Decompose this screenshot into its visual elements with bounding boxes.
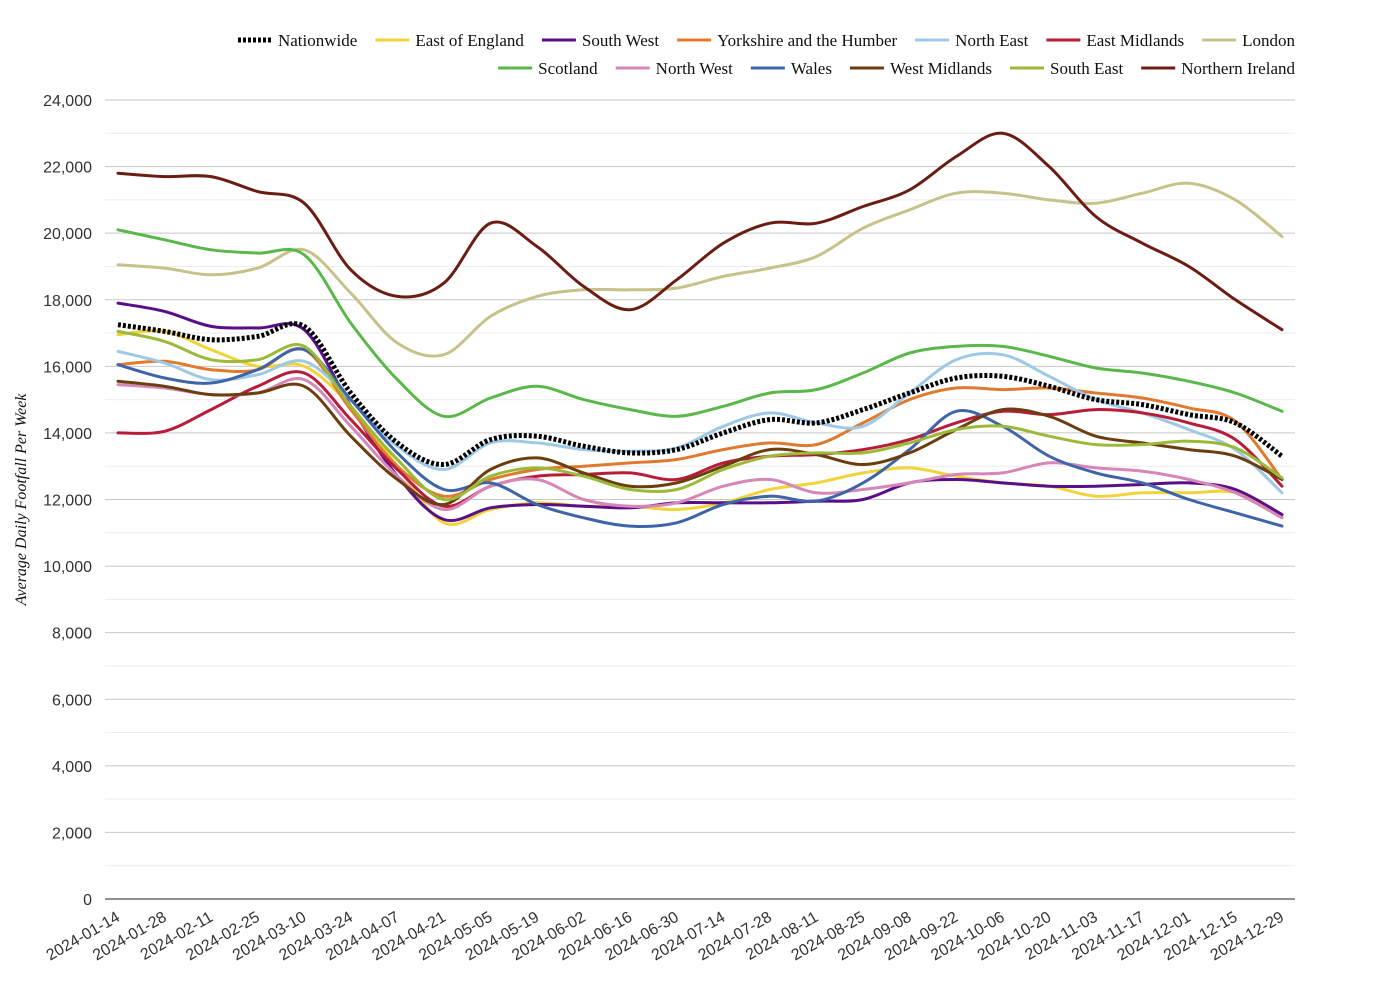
chart-series-lines [116,131,1284,528]
x-axis-ticks: 2024-01-142024-01-282024-02-112024-02-25… [44,909,1287,965]
y-tick-label: 10,000 [43,559,92,576]
chart-gridlines [105,99,1295,867]
legend-item-north-west: North West [615,59,733,78]
y-axis-title: Average Daily Footfall Per Week [13,393,30,607]
legend-label: East of England [415,31,524,50]
legend-label: Wales [791,59,832,78]
legend-item-nationwide: Nationwide [237,31,357,50]
y-tick-label: 20,000 [43,226,92,243]
legend-item-west-midlands: West Midlands [849,59,992,78]
legend-label: South West [582,31,659,50]
legend-item-scotland: Scotland [498,59,598,78]
legend-label: North West [656,59,733,78]
legend-label: London [1242,31,1295,50]
legend-label: North East [955,31,1028,50]
y-tick-label: 6,000 [52,692,92,709]
y-tick-label: 8,000 [52,626,92,643]
legend-item-wales: Wales [750,59,832,78]
y-tick-label: 12,000 [43,493,92,510]
series-line-south-east [116,329,1284,502]
y-tick-label: 22,000 [43,160,92,177]
legend-item-london: London [1202,31,1295,50]
series-line-london [116,181,1284,358]
legend-label: West Midlands [890,59,992,78]
series-line-nationwide [117,321,1284,467]
series-line-east-midlands [116,370,1284,508]
legend-label: Scotland [538,59,598,78]
series-line-northern-ireland [116,131,1284,332]
series-line-scotland [116,228,1284,419]
series-line-south-west [116,301,1284,523]
chart-legend: Nationwide East of England South West Yorks… [237,31,1295,78]
legend-item-north-east: North East [915,31,1029,50]
legend-label: South East [1050,59,1123,78]
series-line-wales [116,347,1284,528]
y-tick-label: 0 [83,892,92,909]
y-tick-label: 24,000 [43,93,92,110]
legend-item-east-midlands: East Midlands [1046,31,1184,50]
legend-item-south-west: South West [541,31,659,50]
legend-item-northern-ireland: Northern Ireland [1141,59,1295,78]
y-axis-ticks: 0 2,000 4,000 6,000 8,000 10,000 12,000 14,000 1… [43,93,92,909]
series-line-west-midlands [116,379,1284,507]
y-tick-label: 16,000 [43,359,92,376]
series-line-north-west [116,377,1284,520]
legend-item-east-of-england: East of England [375,31,524,50]
legend-item-south-east: South East [1010,59,1124,78]
y-tick-label: 4,000 [52,759,92,776]
y-tick-label: 14,000 [43,426,92,443]
series-line-east-of-england [116,329,1284,526]
series-line-north-east [116,349,1284,495]
legend-label: Yorkshire and the Humber [717,31,897,50]
legend-label: Nationwide [278,31,357,50]
y-tick-label: 2,000 [52,825,92,842]
y-tick-label: 18,000 [43,293,92,310]
legend-label: East Midlands [1086,31,1184,50]
legend-item-yorkshire-and-the-humber: Yorkshire and the Humber [677,31,898,50]
legend-label: Northern Ireland [1181,59,1295,78]
